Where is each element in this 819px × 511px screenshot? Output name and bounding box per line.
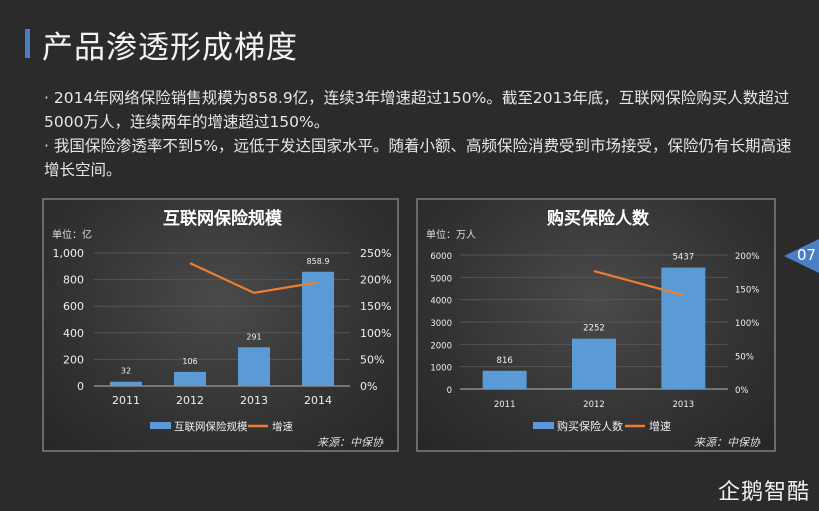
legend-line-label: 增速 bbox=[272, 420, 293, 433]
y2-tick-label: 50% bbox=[360, 353, 384, 366]
y2-tick-label: 250% bbox=[360, 247, 391, 260]
y2-tick-label: 50% bbox=[735, 353, 754, 363]
y-tick-label: 4000 bbox=[430, 297, 452, 307]
page-badge bbox=[784, 239, 819, 273]
bar bbox=[661, 267, 706, 389]
y-tick-label: 2000 bbox=[430, 341, 452, 351]
source-note: 来源：中保协 bbox=[317, 436, 384, 449]
x-tick-label: 2012 bbox=[583, 400, 605, 410]
x-tick-label: 2014 bbox=[304, 394, 332, 407]
logo: 企鹅智酷 bbox=[718, 480, 811, 505]
data-label: 32 bbox=[121, 367, 131, 376]
bar bbox=[302, 271, 334, 386]
data-label: 291 bbox=[246, 332, 261, 341]
y-tick-label: 5000 bbox=[430, 274, 452, 284]
y2-tick-label: 0% bbox=[360, 380, 377, 393]
page-title: 产品渗透形成梯度 bbox=[42, 30, 298, 66]
y-tick-label: 0 bbox=[447, 386, 452, 396]
x-tick-label: 2011 bbox=[112, 394, 140, 407]
y2-tick-label: 100% bbox=[360, 327, 391, 340]
bar bbox=[110, 381, 142, 386]
y-tick-label: 1000 bbox=[430, 364, 452, 374]
y-tick-label: 1,000 bbox=[53, 247, 85, 260]
x-tick-label: 2013 bbox=[240, 394, 268, 407]
unit-label: 单位：亿 bbox=[52, 228, 92, 241]
y2-tick-label: 150% bbox=[360, 300, 391, 313]
chart-internet-insurance-scale: 互联网保险规模 单位：亿 0 200 400 600 800 1,000 0% 50% 100% 15… bbox=[42, 198, 399, 452]
bullet-1: · 2014年网络保险销售规模为858.9亿，连续3年增速超过150%。截至20… bbox=[44, 89, 790, 131]
bar bbox=[572, 338, 616, 389]
y2-tick-label: 150% bbox=[735, 286, 759, 296]
y-tick-label: 200 bbox=[63, 353, 84, 366]
page-number: 07 bbox=[797, 246, 817, 264]
bullet-2: · 我国保险渗透率不到5%，远低于发达国家水平。随着小额、高频保险消费受到市场接… bbox=[44, 137, 792, 179]
chart-svg: 互联网保险规模单位：亿02004006008001,0000%50%100%15… bbox=[52, 208, 391, 449]
y-tick-label: 600 bbox=[63, 300, 84, 313]
x-tick-label: 2011 bbox=[494, 400, 516, 410]
x-tick-label: 2012 bbox=[176, 394, 204, 407]
legend-line-label: 增速 bbox=[649, 419, 671, 433]
y2-tick-label: 200% bbox=[360, 274, 391, 287]
data-label: 816 bbox=[497, 356, 513, 366]
data-label: 2252 bbox=[583, 324, 605, 334]
data-label: 106 bbox=[182, 357, 197, 366]
legend-bar-swatch bbox=[150, 422, 171, 429]
chart-svg: 购买保险人数单位：万人01000200030004000500060000%50… bbox=[426, 208, 761, 449]
growth-line bbox=[189, 262, 319, 295]
y-tick-label: 400 bbox=[63, 327, 84, 340]
y-tick-label: 0 bbox=[77, 380, 84, 393]
y-tick-label: 800 bbox=[63, 274, 84, 287]
chart-insurance-buyers: 购买保险人数 单位：万人 0 1000 2000 3000 4000 5000 6000 0% 50… bbox=[416, 198, 776, 452]
data-label: 858.9 bbox=[307, 257, 330, 266]
title-accent-bar bbox=[25, 29, 30, 58]
data-label: 5437 bbox=[673, 253, 695, 263]
bar bbox=[482, 370, 527, 389]
source-note: 来源：中保协 bbox=[694, 436, 761, 449]
unit-label: 单位：万人 bbox=[426, 228, 476, 241]
bar bbox=[238, 347, 270, 386]
y2-tick-label: 200% bbox=[735, 252, 759, 262]
bullet-list: · 2014年网络保险销售规模为858.9亿，连续3年增速超过150%。截至20… bbox=[44, 86, 804, 182]
y-tick-label: 3000 bbox=[430, 319, 452, 329]
y2-tick-label: 0% bbox=[735, 386, 749, 396]
legend-bar-swatch bbox=[533, 422, 554, 429]
legend-bar-label: 购买保险人数 bbox=[557, 419, 623, 433]
x-tick-label: 2013 bbox=[673, 400, 695, 410]
bar bbox=[174, 371, 206, 386]
y2-tick-label: 100% bbox=[735, 319, 759, 329]
chart-title: 购买保险人数 bbox=[547, 208, 650, 229]
growth-line bbox=[593, 270, 684, 297]
chart-title: 互联网保险规模 bbox=[163, 208, 283, 229]
y-tick-label: 6000 bbox=[430, 252, 452, 262]
legend-bar-label: 互联网保险规模 bbox=[174, 420, 248, 433]
